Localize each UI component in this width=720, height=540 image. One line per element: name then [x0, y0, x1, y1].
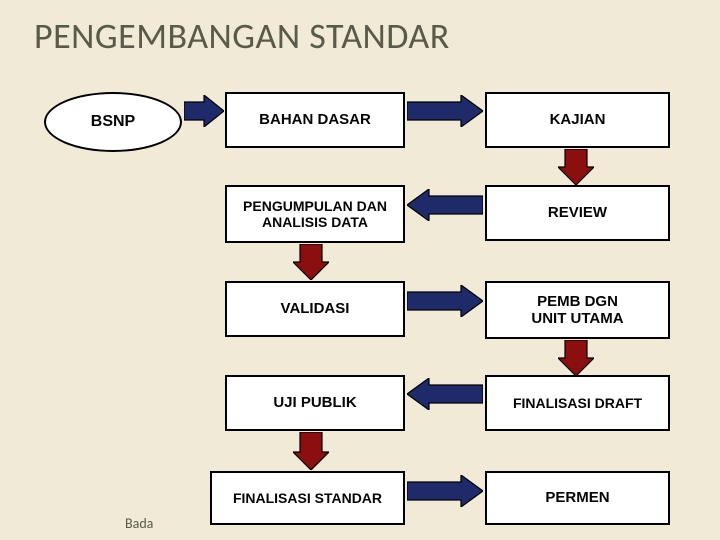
box-label: BAHAN DASAR	[259, 111, 371, 128]
arrow-right	[407, 95, 483, 127]
box-label: ANALISIS DATA	[262, 214, 368, 230]
box-label: PEMB DGN	[537, 293, 618, 310]
box-label: VALIDASI	[281, 300, 350, 317]
box-label: BSNP	[91, 113, 135, 131]
arrow-down	[558, 149, 594, 185]
arrow-left	[407, 378, 483, 410]
node-permen: PERMEN	[485, 471, 670, 525]
arrow-left	[407, 189, 483, 221]
box-label: PENGUMPULAN DAN	[243, 198, 387, 214]
box-label: REVIEW	[548, 204, 607, 221]
box-label: UNIT UTAMA	[531, 310, 623, 327]
page-title: PENGEMBANGAN STANDAR	[34, 14, 450, 58]
node-draft: FINALISASI DRAFT	[485, 375, 670, 431]
node-pengum: PENGUMPULAN DANANALISIS DATA	[225, 185, 405, 243]
node-uji: UJI PUBLIK	[225, 375, 405, 431]
box-label: KAJIAN	[550, 111, 606, 128]
arrow-down	[293, 244, 329, 280]
arrow-down	[558, 340, 594, 376]
node-bahan: BAHAN DASAR	[225, 92, 405, 148]
arrow-down	[293, 432, 329, 470]
arrow-right	[407, 285, 483, 317]
flowchart-stage: PENGEMBANGAN STANDAR BSNP BAHAN DASAR PENGU…	[0, 0, 720, 540]
arrow-right	[407, 475, 483, 507]
node-final: FINALISASI STANDAR	[210, 471, 405, 525]
footer-text: Bada	[125, 515, 153, 532]
node-kajian: KAJIAN	[485, 92, 670, 148]
arrow-right	[184, 95, 224, 127]
box-label: UJI PUBLIK	[273, 394, 356, 411]
node-review: REVIEW	[485, 185, 670, 241]
node-valid: VALIDASI	[225, 281, 405, 337]
node-pemb: PEMB DGNUNIT UTAMA	[485, 281, 670, 339]
box-label: PERMEN	[545, 489, 609, 506]
box-label: FINALISASI STANDAR	[233, 490, 382, 506]
box-label: FINALISASI DRAFT	[513, 395, 642, 411]
node-bsnp: BSNP	[44, 92, 182, 152]
